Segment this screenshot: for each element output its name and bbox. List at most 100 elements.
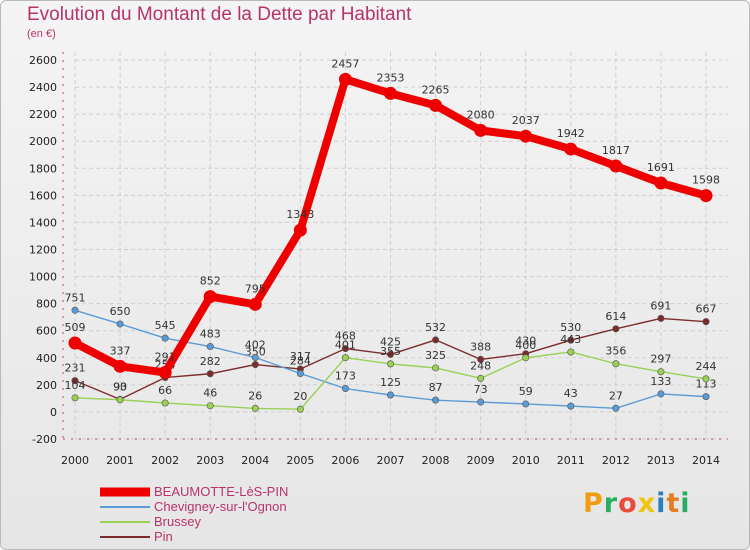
data-label: 2457 bbox=[331, 57, 359, 70]
y-tick-label: 200 bbox=[36, 379, 57, 392]
y-tick-label: -200 bbox=[32, 433, 57, 446]
data-point bbox=[68, 336, 82, 350]
logo-letter: P bbox=[583, 488, 604, 519]
chart-title: Evolution du Montant de la Dette par Hab… bbox=[27, 4, 412, 25]
data-point bbox=[386, 391, 394, 399]
data-label: 282 bbox=[200, 355, 221, 368]
data-point bbox=[203, 290, 217, 304]
data-point bbox=[612, 404, 620, 412]
data-label: 104 bbox=[65, 379, 86, 392]
data-label: 125 bbox=[380, 376, 401, 389]
legend-swatch-beaumotte bbox=[100, 487, 150, 496]
data-point bbox=[384, 86, 397, 100]
data-label: 133 bbox=[650, 375, 671, 388]
y-tick-label: 2400 bbox=[29, 81, 57, 94]
y-tick-label: 800 bbox=[36, 298, 57, 311]
data-point bbox=[296, 405, 304, 413]
data-label: 400 bbox=[515, 339, 536, 352]
data-label: 173 bbox=[335, 370, 356, 383]
data-label: 356 bbox=[605, 345, 626, 358]
data-label: 46 bbox=[203, 387, 217, 400]
data-label: 425 bbox=[380, 335, 401, 348]
data-point bbox=[567, 336, 575, 344]
data-point bbox=[429, 98, 443, 112]
data-label: 614 bbox=[605, 310, 626, 323]
data-label: 43 bbox=[564, 387, 578, 400]
data-label: 483 bbox=[200, 328, 221, 341]
data-label: 350 bbox=[245, 346, 266, 359]
logo-letter: i bbox=[680, 488, 691, 519]
data-point bbox=[609, 159, 623, 173]
data-label: 667 bbox=[696, 303, 717, 316]
data-point bbox=[432, 396, 440, 404]
data-point bbox=[522, 354, 530, 362]
y-tick-label: 1000 bbox=[29, 271, 57, 284]
data-label: 795 bbox=[245, 282, 266, 295]
data-label: 530 bbox=[560, 321, 581, 334]
data-label: 443 bbox=[560, 333, 581, 346]
data-label: 87 bbox=[429, 381, 443, 394]
logo-letter: t bbox=[666, 488, 681, 519]
data-label: 1598 bbox=[692, 174, 720, 187]
data-point bbox=[341, 345, 349, 353]
data-label: 355 bbox=[380, 345, 401, 358]
x-tick-label: 2004 bbox=[241, 454, 269, 467]
legend-label-pin: Pin bbox=[154, 529, 173, 544]
x-tick-label: 2011 bbox=[557, 454, 585, 467]
x-tick-label: 2014 bbox=[692, 454, 720, 467]
y-tick-label: 2200 bbox=[29, 108, 57, 121]
data-label: 650 bbox=[110, 305, 131, 318]
data-point bbox=[116, 396, 124, 404]
data-label: 337 bbox=[110, 344, 131, 357]
data-point bbox=[206, 343, 214, 351]
data-point bbox=[522, 400, 530, 408]
y-tick-label: 1800 bbox=[29, 162, 57, 175]
logo-letter: o bbox=[618, 488, 638, 519]
logo-letter: i bbox=[656, 488, 667, 519]
y-tick-label: 1200 bbox=[29, 244, 57, 257]
data-label: 509 bbox=[65, 321, 86, 334]
data-label: 430 bbox=[515, 335, 536, 348]
data-point bbox=[338, 72, 352, 86]
data-point bbox=[341, 354, 349, 362]
data-point bbox=[657, 314, 665, 322]
data-point bbox=[612, 325, 620, 333]
data-point bbox=[567, 402, 575, 410]
y-tick-label: 2600 bbox=[29, 54, 57, 67]
data-point bbox=[519, 129, 533, 143]
data-point bbox=[702, 318, 710, 326]
data-point bbox=[206, 402, 214, 410]
data-point bbox=[657, 390, 665, 398]
x-tick-label: 2009 bbox=[467, 454, 495, 467]
data-label: 401 bbox=[335, 339, 356, 352]
data-point bbox=[251, 354, 259, 362]
data-label: 532 bbox=[425, 321, 446, 334]
data-label: 113 bbox=[696, 378, 717, 391]
data-label: 231 bbox=[65, 362, 86, 375]
x-tick-label: 2013 bbox=[647, 454, 675, 467]
data-point bbox=[206, 370, 214, 378]
x-tick-label: 2012 bbox=[602, 454, 630, 467]
x-tick-label: 2010 bbox=[512, 454, 540, 467]
data-label: 325 bbox=[425, 349, 446, 362]
data-point bbox=[161, 399, 169, 407]
data-point bbox=[564, 142, 578, 156]
data-label: 751 bbox=[65, 291, 86, 304]
legend-swatch-brussey bbox=[100, 520, 150, 523]
legend-label-brussey: Brussey bbox=[154, 514, 201, 529]
proxiti-logo: Proxiti bbox=[583, 488, 691, 519]
legend-label-chevigney: Chevigney-sur-l'Ognon bbox=[154, 499, 287, 514]
data-label: 2080 bbox=[467, 108, 495, 121]
legend-label-beaumotte: BEAUMOTTE-LèS-PIN bbox=[154, 484, 289, 499]
data-point bbox=[654, 176, 668, 190]
data-point bbox=[477, 355, 485, 363]
data-point bbox=[158, 366, 172, 380]
data-label: 2353 bbox=[377, 71, 405, 84]
logo-letter: x bbox=[637, 488, 657, 519]
data-point bbox=[567, 348, 575, 356]
data-point bbox=[71, 394, 79, 402]
data-label: 1343 bbox=[286, 208, 314, 221]
data-label: 93 bbox=[113, 380, 127, 393]
x-tick-label: 2003 bbox=[196, 454, 224, 467]
logo-letter: r bbox=[603, 488, 619, 519]
